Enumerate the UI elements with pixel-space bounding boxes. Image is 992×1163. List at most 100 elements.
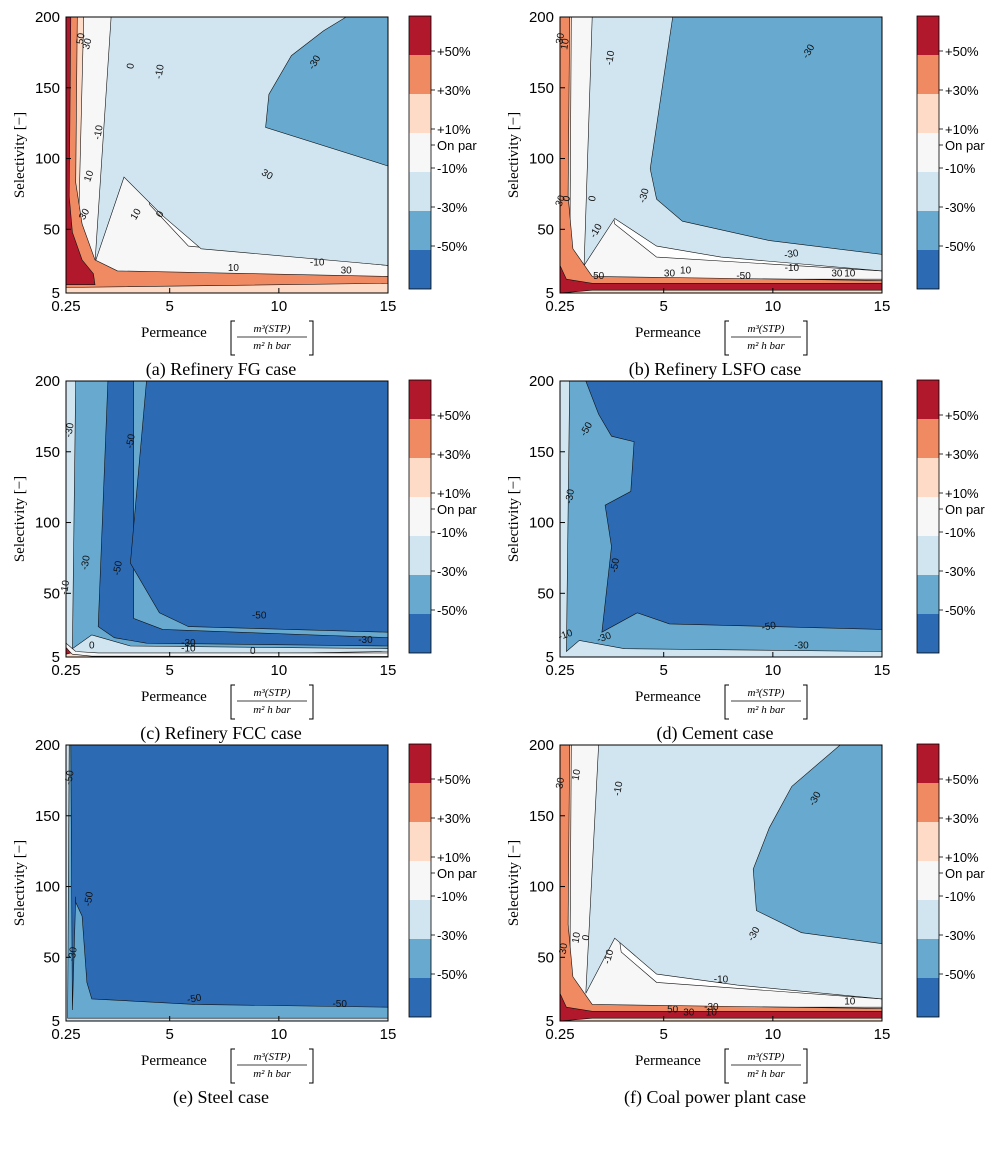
colorbar-label: -50% [437,239,468,254]
x-tick-label: 0.25 [51,662,80,679]
colorbar-label: On par [437,138,477,153]
contour-label: 10 [228,263,240,274]
colorbar: +50% +30% +10%On par -10% -30% -50% [408,379,477,654]
colorbar-label: On par [437,502,477,517]
unit-numerator: m³(STP) [748,1051,785,1063]
y-tick-label: 200 [35,737,60,754]
y-tick-label: 150 [529,808,554,825]
bracket-icon [724,320,808,356]
x-tick-label: 10 [271,662,288,679]
contour-label: 30 [664,268,676,279]
contour-label: 50 [667,1005,679,1016]
contour-label: -30 [63,422,76,439]
contour-label: 10 [559,37,572,50]
colorbar-swatch-par [409,861,431,900]
colorbar-label: +10% [437,486,471,501]
contour-label: 10 [129,207,144,223]
x-axis-label-text: Permeance [141,1053,207,1069]
colorbar-swatch-m50 [917,250,939,289]
colorbar-swatch-m10 [409,536,431,575]
colorbar-swatch-p30 [917,783,939,822]
y-tick-label: 100 [529,151,554,168]
contour-label: 30 [81,37,95,51]
y-tick-label: 5 [52,649,60,666]
colorbar-label: -30% [945,928,976,943]
x-tick-label: 5 [166,298,174,315]
colorbar-frame [916,743,940,1018]
plot-frame [65,16,389,294]
y-tick-label: 100 [529,515,554,532]
colorbar-swatch-m50 [409,250,431,289]
colorbar-label: +30% [437,811,471,826]
colorbar-swatch-par [917,861,939,900]
panel-caption: (d) Cement case [657,723,774,744]
colorbar-swatch-p50 [409,380,431,419]
panel-caption: (c) Refinery FCC case [140,723,301,744]
contour-label: 0 [125,62,137,70]
x-tick-label: 0.25 [545,298,574,315]
colorbar-swatch-p10 [917,822,939,861]
colorbar-label: +50% [437,44,471,59]
colorbar-swatch-p10 [409,822,431,861]
y-tick-label: 5 [546,285,554,302]
colorbar-label: -30% [437,564,468,579]
contour-label: 10 [570,931,583,944]
colorbar-label: -10% [945,525,976,540]
contour-label: 30 [554,194,568,209]
contour-region-m50 [130,380,389,633]
contour-region-m50 [585,380,883,633]
contour-label: 30 [77,207,92,223]
colorbar-swatch-p30 [917,419,939,458]
x-tick-label: 0.25 [51,1026,80,1043]
x-tick-label: 10 [765,298,782,315]
colorbar-label: +50% [945,408,979,423]
x-axis-label: Permeance m³(STP) m² h bar [141,320,314,356]
contour-label: -10 [785,263,800,274]
x-axis-label: Permeance m³(STP) m² h bar [635,684,808,720]
x-axis-label-text: Permeance [635,1053,701,1069]
x-tick-label: 5 [660,662,668,679]
contour-label: 30 [558,942,571,955]
colorbar-swatch-m10 [917,536,939,575]
colorbar-swatch-p50 [917,16,939,55]
colorbar-label: +50% [437,772,471,787]
colorbar-swatch-par [917,133,939,172]
contour-label: 0 [581,934,593,942]
contour-label: -50 [761,620,778,633]
contour-label: -10 [153,63,166,80]
colorbar-swatch-p30 [917,55,939,94]
y-tick-label: 150 [529,80,554,97]
x-axis-label: Permeance m³(STP) m² h bar [141,684,314,720]
colorbar-label: -10% [437,889,468,904]
x-tick-label: 0.25 [51,298,80,315]
contour-label: -50 [186,992,203,1005]
colorbar-label: -30% [945,564,976,579]
contour-label: 30 [831,268,843,279]
contour-label: -50 [112,560,125,577]
contour-label: 10 [844,996,856,1007]
x-tick-label: 15 [874,662,891,679]
x-tick-label: 15 [874,298,891,315]
y-tick-label: 150 [35,808,60,825]
contour-label: -30 [704,1002,719,1013]
chart-panel-c: -30-50-30 -50-10-50-30-10-300055010015020… [12,373,477,744]
contour-label: 30 [554,776,567,789]
colorbar-swatch-p50 [917,380,939,419]
contour-label: -50 [332,999,347,1010]
x-tick-label: 0.25 [545,1026,574,1043]
contour-label: 50 [593,271,605,282]
x-tick-label: 5 [166,1026,174,1043]
y-tick-label: 200 [35,373,60,390]
contour-label: -30 [67,946,80,963]
panel-caption: (b) Refinery LSFO case [629,359,801,380]
bracket-icon [230,684,314,720]
colorbar-label: +10% [437,850,471,865]
contour-label: 30 [259,167,275,182]
colorbar-label: +50% [437,408,471,423]
contour-label: 10 [82,169,96,184]
y-tick-label: 5 [52,285,60,302]
colorbar-swatch-m50 [917,978,939,1017]
